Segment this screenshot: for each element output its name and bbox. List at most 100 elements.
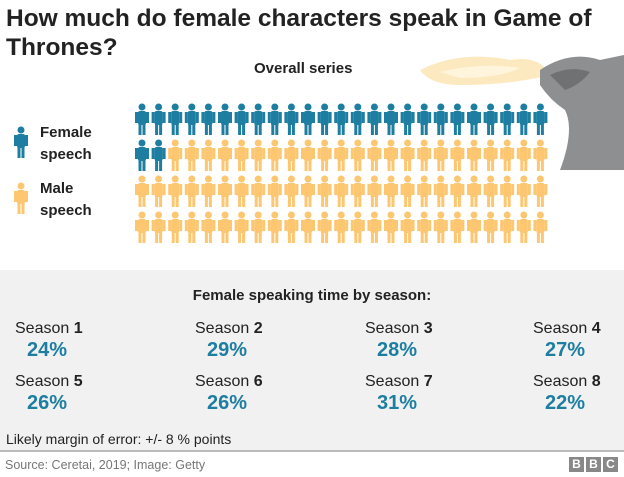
male-figure (201, 175, 216, 207)
male-figure (317, 211, 332, 243)
page-title: How much do female characters speak in G… (6, 5, 592, 61)
female-figure (168, 103, 183, 135)
male-figure (400, 139, 415, 171)
legend-male-label: Male speech (40, 180, 92, 219)
male-figure (135, 175, 149, 207)
season-number: 8 (591, 373, 601, 390)
season-label: Season (195, 373, 254, 390)
male-figure (433, 211, 448, 243)
female-figure (483, 103, 498, 135)
male-figure (151, 211, 166, 243)
male-figure (317, 139, 332, 171)
male-figure (533, 139, 548, 171)
season-stat: Season 5 26% (15, 373, 83, 415)
female-figure (135, 139, 149, 171)
season-panel: Female speaking time by season: Season 1… (0, 270, 624, 452)
male-figure (267, 211, 282, 243)
season-number: 4 (591, 320, 601, 337)
male-figure (334, 211, 349, 243)
male-figure (284, 211, 299, 243)
male-figure (467, 139, 481, 171)
male-figure (234, 211, 249, 243)
male-figure (135, 211, 149, 243)
pictogram-grid (135, 103, 548, 243)
female-figure (384, 103, 398, 135)
legend-female: Female speech (14, 122, 110, 166)
male-figure (218, 211, 232, 243)
female-figure (151, 139, 166, 171)
male-figure (284, 175, 299, 207)
margin-of-error: Likely margin of error: +/- 8 % points (6, 431, 232, 447)
dragon-image (420, 55, 624, 170)
logo-letter: B (586, 457, 601, 472)
female-figure (417, 103, 432, 135)
male-figure-icon (14, 182, 28, 214)
season-percent: 26% (207, 392, 248, 414)
season-number: 7 (423, 373, 433, 390)
female-figure (433, 103, 448, 135)
male-figure (168, 175, 183, 207)
male-figure (151, 175, 166, 207)
male-figure (251, 211, 266, 243)
male-figure (184, 139, 199, 171)
male-figure (467, 211, 481, 243)
male-figure (334, 175, 349, 207)
male-figure (350, 139, 365, 171)
male-figure (450, 211, 465, 243)
male-figure (400, 175, 415, 207)
season-number: 2 (253, 320, 263, 337)
male-figure (251, 175, 266, 207)
male-figure (417, 175, 432, 207)
male-figure (350, 175, 365, 207)
female-figure (301, 103, 315, 135)
female-figure (350, 103, 365, 135)
male-figure (201, 139, 216, 171)
male-figure (450, 139, 465, 171)
male-figure (516, 211, 531, 243)
female-figure (500, 103, 515, 135)
male-figure (301, 175, 315, 207)
female-figure (367, 103, 382, 135)
female-figure (516, 103, 531, 135)
male-figure (301, 139, 315, 171)
male-figure (384, 175, 398, 207)
male-figure (367, 139, 382, 171)
male-figure (483, 175, 498, 207)
male-figure (234, 139, 249, 171)
male-figure (284, 139, 299, 171)
male-figure (433, 175, 448, 207)
male-figure (450, 175, 465, 207)
male-figure (367, 175, 382, 207)
season-label: Season (15, 320, 74, 337)
male-figure (516, 175, 531, 207)
male-figure (433, 139, 448, 171)
male-figure (184, 211, 199, 243)
legend-male: Male speech (14, 178, 100, 222)
female-figure (284, 103, 299, 135)
season-label: Season (365, 373, 424, 390)
bbc-logo: B B C (569, 457, 618, 472)
season-label: Season (15, 373, 74, 390)
season-number: 1 (73, 320, 83, 337)
male-figure (467, 175, 481, 207)
female-figure (400, 103, 415, 135)
season-stat: Season 3 28% (365, 320, 433, 362)
male-figure (483, 139, 498, 171)
male-figure (384, 139, 398, 171)
male-figure (384, 211, 398, 243)
female-figure (234, 103, 249, 135)
male-figure (184, 175, 199, 207)
male-figure (417, 211, 432, 243)
male-figure (251, 139, 266, 171)
male-figure (234, 175, 249, 207)
legend-female-label: Female speech (40, 124, 92, 163)
season-percent: 26% (27, 392, 68, 414)
season-label: Season (365, 320, 424, 337)
female-figure-icon (14, 126, 28, 158)
male-figure (500, 211, 515, 243)
female-figure (533, 103, 548, 135)
male-figure (267, 175, 282, 207)
male-figure (301, 211, 315, 243)
female-figure (267, 103, 282, 135)
source-note: Source: Ceretai, 2019; Image: Getty (5, 458, 206, 472)
